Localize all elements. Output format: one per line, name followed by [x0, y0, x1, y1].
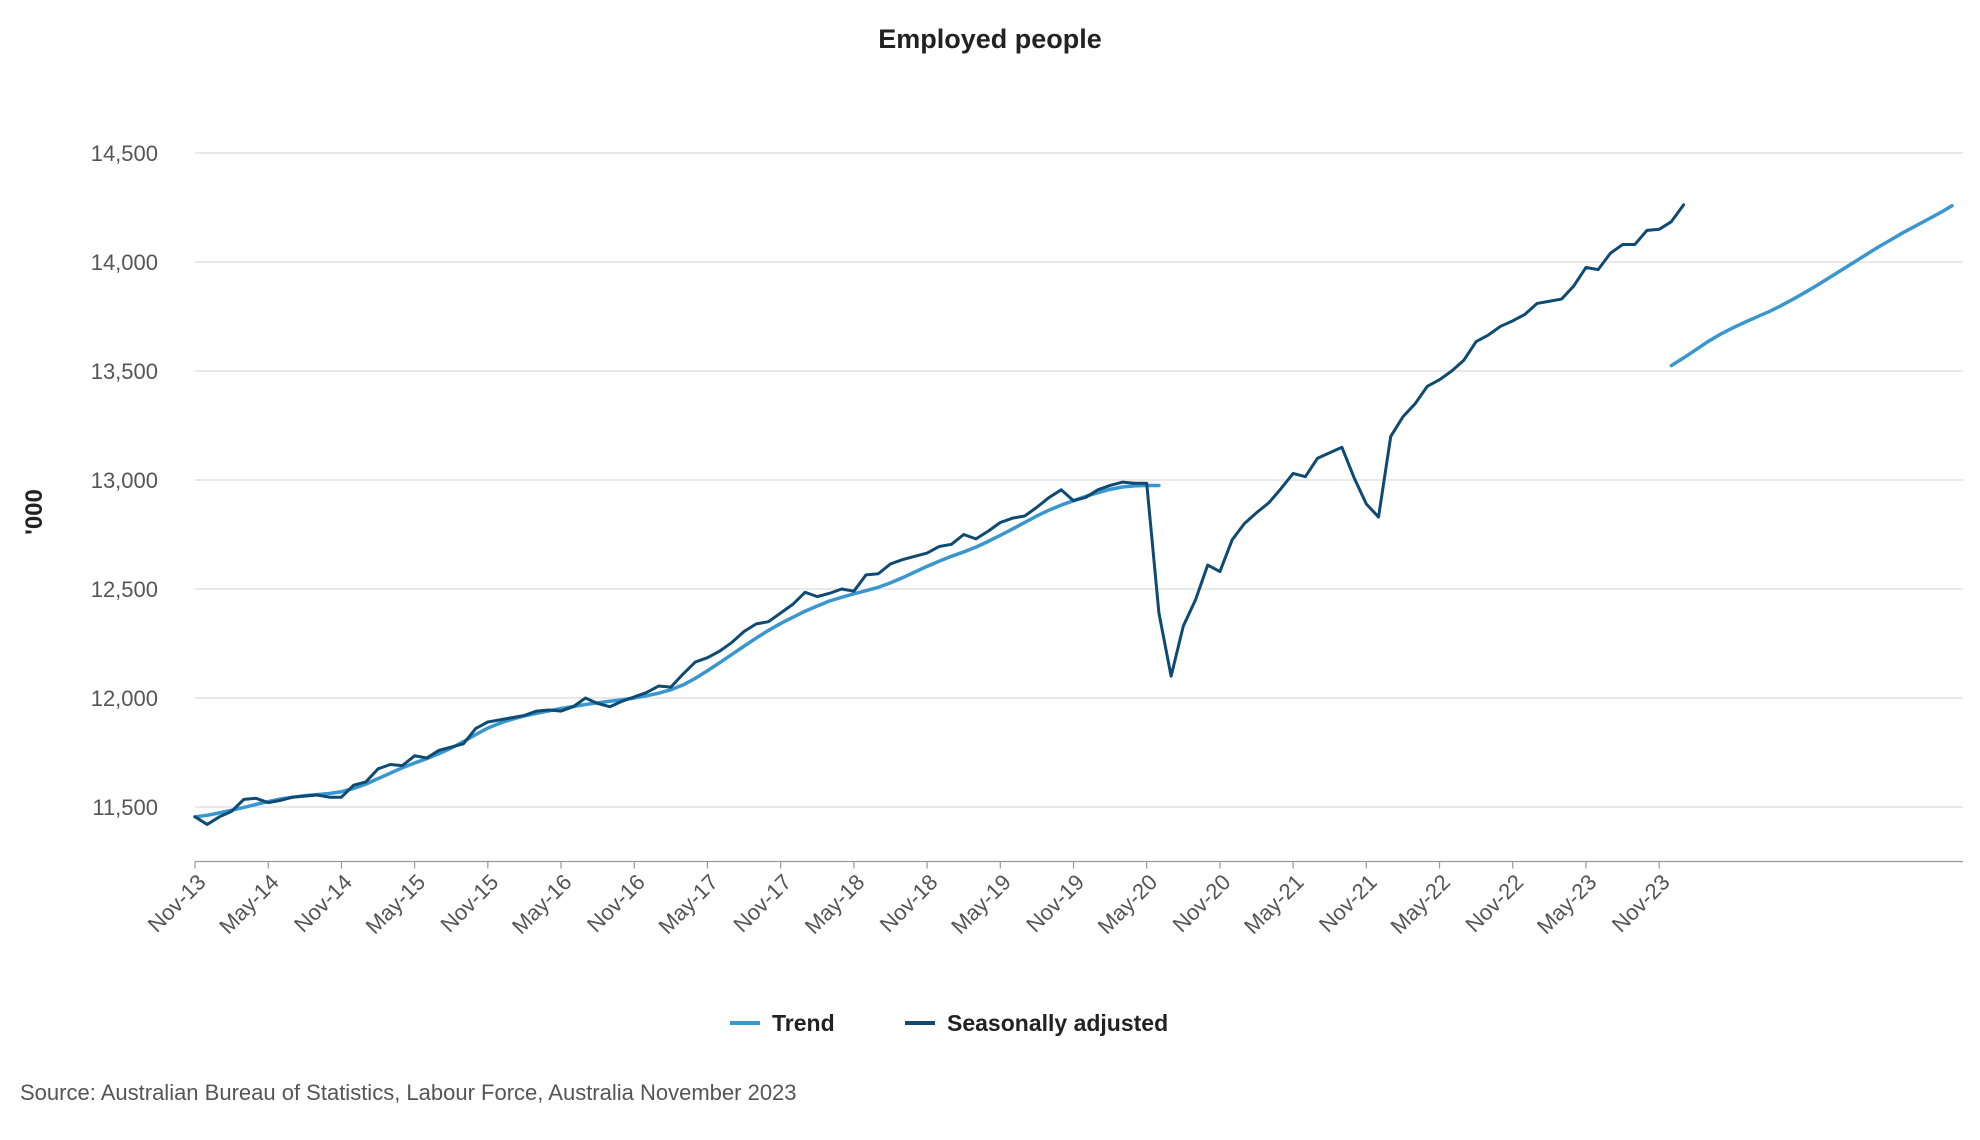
x-tick-label: Nov-23: [1607, 869, 1675, 937]
legend: Trend Seasonally adjusted: [730, 1010, 1168, 1036]
x-tick-label: May-23: [1532, 869, 1602, 939]
series-lines: [193, 203, 1954, 826]
x-tick-label: May-16: [507, 869, 577, 939]
y-axis-ticks: 11,500 12,000 12,500 13,000 13,500 14,000 14,5…: [91, 141, 158, 820]
x-tick-label: Nov-19: [1021, 869, 1089, 937]
x-tick-label: Nov-13: [143, 869, 211, 937]
x-tick-label: May-21: [1239, 869, 1309, 939]
x-tick-label: Nov-18: [875, 869, 943, 937]
x-tick-label: May-19: [946, 869, 1016, 939]
y-tick-label: 14,000: [91, 250, 158, 275]
x-tick-label: Nov-22: [1460, 869, 1528, 937]
y-tick-label: 13,000: [91, 468, 158, 493]
legend-item-seasonally-adjusted[interactable]: Seasonally adjusted: [905, 1010, 1168, 1036]
x-tick-label: May-17: [653, 869, 723, 939]
y-tick-label: 12,500: [91, 577, 158, 602]
legend-label-trend: Trend: [772, 1010, 835, 1036]
x-tick-label: Nov-17: [728, 869, 796, 937]
y-tick-label: 12,000: [91, 686, 158, 711]
y-tick-label: 14,500: [91, 141, 158, 166]
x-tick-label: May-20: [1093, 869, 1163, 939]
legend-label-seasonally-adjusted: Seasonally adjusted: [947, 1010, 1168, 1036]
y-tick-label: 11,500: [92, 795, 158, 820]
x-tick-label: Nov-21: [1314, 869, 1382, 937]
x-tick-label: May-18: [800, 869, 870, 939]
x-tick-label: Nov-14: [289, 869, 357, 937]
y-axis-label: '000: [21, 489, 48, 535]
legend-item-trend[interactable]: Trend: [730, 1010, 835, 1036]
series-line-seasonally-adjusted: [193, 203, 1686, 826]
x-axis-ticks: Nov-13 May-14 Nov-14 May-15 Nov-15 May-16 Nov-…: [143, 861, 1675, 939]
series-line-trend: [193, 204, 1954, 819]
x-tick-label: May-15: [361, 869, 431, 939]
x-tick-label: Nov-16: [582, 869, 650, 937]
x-tick-label: May-22: [1386, 869, 1456, 939]
chart-title: Employed people: [878, 24, 1102, 54]
y-tick-label: 13,500: [91, 359, 158, 384]
x-tick-label: Nov-20: [1168, 869, 1236, 937]
x-tick-label: May-14: [214, 869, 284, 939]
gridlines: [195, 152, 1963, 808]
source-note: Source: Australian Bureau of Statistics,…: [20, 1080, 797, 1105]
x-tick-label: Nov-15: [436, 869, 504, 937]
